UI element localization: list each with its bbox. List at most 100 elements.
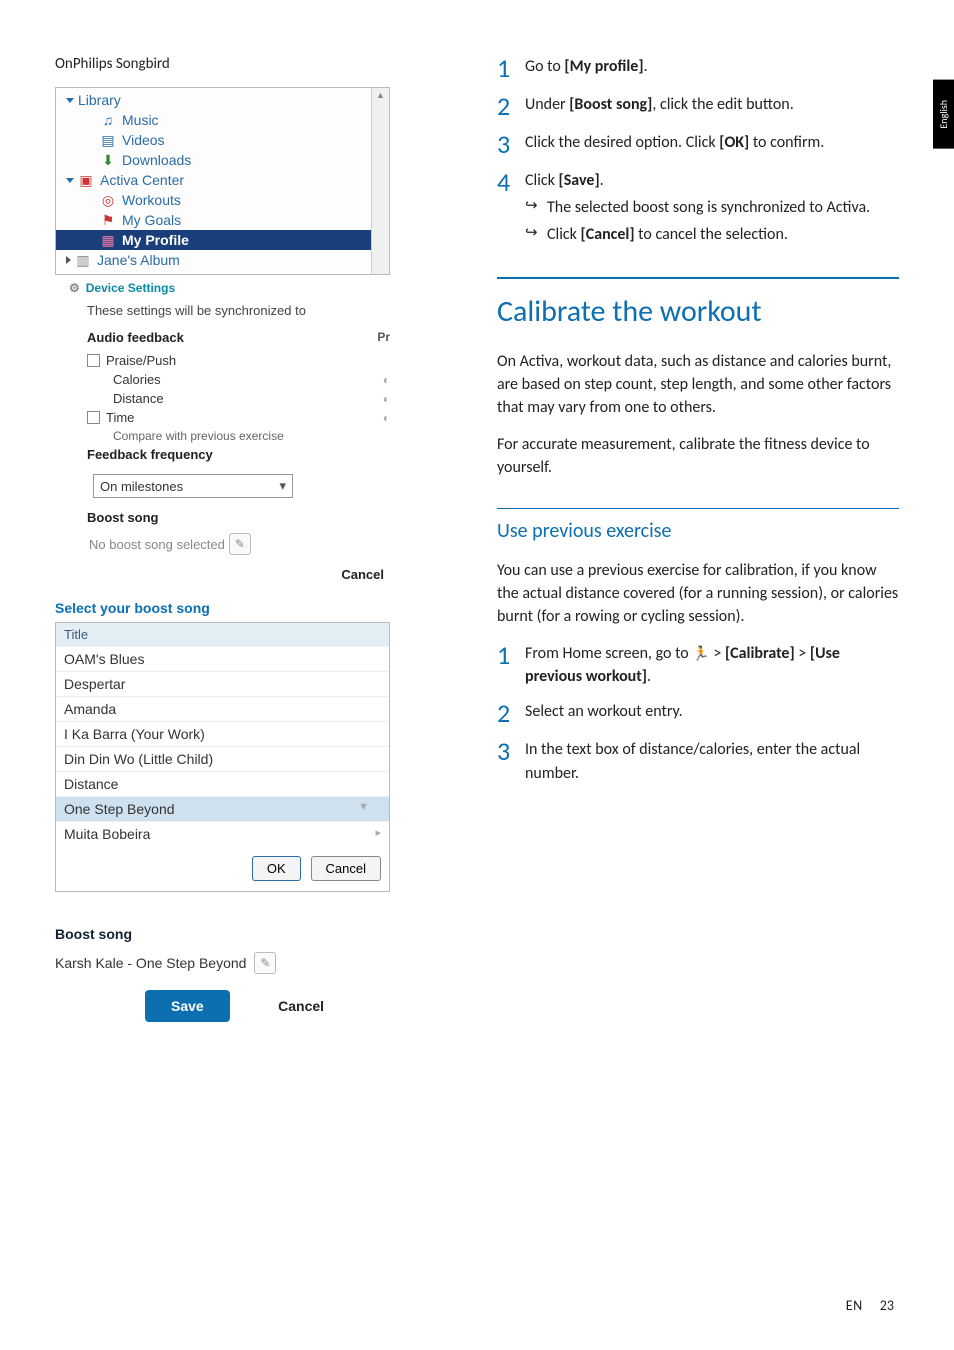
- cal-step-1: 1 From Home screen, go to 🏃 > [Calibrate…: [497, 642, 899, 688]
- songbird-sidebar-panel: ▲ Library ♫Music ▤Videos ⬇ Downloads ▣ Act…: [55, 87, 390, 275]
- device-settings-heading[interactable]: ⚙ Device Settings: [69, 281, 390, 295]
- step-3: 3 Click the desired option. Click [OK] t…: [497, 131, 899, 157]
- compare-row: Compare with previous exercise: [69, 427, 390, 445]
- paragraph: For accurate measurement, calibrate the …: [497, 433, 899, 479]
- step-number: 2: [497, 700, 525, 726]
- ok-button[interactable]: OK: [252, 856, 301, 881]
- flag-icon: ⚑: [100, 212, 116, 228]
- tree-mygoals[interactable]: ⚑ My Goals: [56, 210, 389, 230]
- result-arrow-icon: ↪: [525, 196, 547, 219]
- audio-feedback-label: Audio feedback: [87, 330, 184, 345]
- time-row[interactable]: Time ◐: [69, 408, 390, 427]
- praise-row[interactable]: Praise/Push: [69, 351, 390, 370]
- list-item[interactable]: One Step Beyond ▼: [56, 796, 389, 821]
- bold-ref: [Cancel]: [581, 225, 635, 244]
- list-item[interactable]: OAM's Blues: [56, 646, 389, 671]
- save-button[interactable]: Save: [145, 990, 230, 1022]
- scroll-down-icon[interactable]: ▼: [358, 801, 369, 813]
- tree-myprofile[interactable]: ▦My Profile: [56, 230, 389, 250]
- step-2: 2 Under [Boost song], click the edit but…: [497, 93, 899, 119]
- cal-step-2: 2 Select an workout entry.: [497, 700, 899, 726]
- row-label: Muita Bobeira: [64, 826, 150, 842]
- scrollbar[interactable]: ▲: [371, 88, 389, 274]
- radio-icon[interactable]: ◐: [383, 411, 390, 425]
- cancel-button[interactable]: Cancel: [260, 990, 342, 1022]
- resize-icon[interactable]: ▸: [375, 826, 381, 839]
- tree-activa[interactable]: ▣ Activa Center: [56, 170, 389, 190]
- select-boost-title: Select your boost song: [55, 600, 457, 616]
- chevron-right-icon: [66, 256, 71, 264]
- tree-downloads[interactable]: ⬇ Downloads: [56, 150, 389, 170]
- cal-step-3: 3 In the text box of distance/calories, …: [497, 738, 899, 784]
- boost-song-list: Title OAM's Blues Despertar Amanda I Ka …: [55, 622, 390, 892]
- calories-row[interactable]: Calories ◐: [69, 370, 390, 389]
- paragraph: You can use a previous exercise for cali…: [497, 559, 899, 629]
- edit-boost-button[interactable]: ✎: [229, 533, 251, 555]
- radio-icon[interactable]: ◐: [383, 392, 390, 406]
- list-item[interactable]: Amanda: [56, 696, 389, 721]
- step-4: 4 Click [Save]. ↪The selected boost song…: [497, 169, 899, 247]
- lang-code: EN: [846, 1297, 863, 1314]
- list-item[interactable]: I Ka Barra (Your Work): [56, 721, 389, 746]
- list-header: Title: [56, 623, 389, 646]
- language-tab: English: [933, 80, 954, 149]
- pr-label: Pr: [377, 330, 390, 345]
- tree-label: Activa Center: [100, 172, 184, 188]
- ds-description: These settings will be synchronized to: [69, 295, 390, 328]
- step-text: In the text box of distance/calories, en…: [525, 738, 899, 784]
- radio-icon[interactable]: ◐: [383, 373, 390, 387]
- boost-song-final: Boost song Karsh Kale - One Step Beyond ✎…: [55, 926, 457, 1022]
- h2-calibrate: Calibrate the workout: [497, 293, 899, 330]
- sub-text: to cancel the selection.: [635, 225, 788, 244]
- row-label: Calories: [113, 372, 161, 387]
- step-text: >: [795, 644, 810, 663]
- tree-janes[interactable]: ▥Jane's Album: [56, 250, 389, 270]
- selected-song: Karsh Kale - One Step Beyond: [55, 955, 246, 971]
- tree-workouts[interactable]: ◎Workouts: [56, 190, 389, 210]
- bold-ref: [My profile]: [564, 57, 643, 76]
- tree-label: Workouts: [122, 192, 181, 208]
- step-number: 1: [497, 642, 525, 668]
- device-settings-panel: ⚙ Device Settings These settings will be …: [55, 277, 390, 582]
- row-label: Time: [106, 410, 134, 425]
- step-number: 3: [497, 131, 525, 157]
- tree-library[interactable]: Library: [56, 90, 389, 110]
- step-text: Select an workout entry.: [525, 700, 899, 723]
- tree-label: Downloads: [122, 152, 191, 168]
- list-item[interactable]: Din Din Wo (Little Child): [56, 746, 389, 771]
- runner-icon: 🏃: [692, 645, 709, 662]
- h3-use-previous: Use previous exercise: [497, 519, 899, 543]
- result-arrow-icon: ↪: [525, 223, 547, 246]
- list-item[interactable]: Distance: [56, 771, 389, 796]
- checkbox[interactable]: [87, 354, 100, 367]
- boost-song-label: Boost song: [55, 926, 457, 942]
- ds-title: Device Settings: [86, 281, 175, 295]
- distance-row[interactable]: Distance◐: [69, 389, 390, 408]
- step-text: Click the desired option. Click: [525, 133, 719, 152]
- page-footer: EN 23: [846, 1297, 894, 1314]
- row-label: Praise/Push: [106, 353, 176, 368]
- step-number: 2: [497, 93, 525, 119]
- chevron-down-icon: [66, 178, 74, 183]
- cancel-text[interactable]: Cancel: [341, 567, 384, 582]
- tree-videos[interactable]: ▤Videos: [56, 130, 389, 150]
- tree-label: My Goals: [122, 212, 181, 228]
- bold-ref: [OK]: [719, 133, 749, 152]
- list-item[interactable]: Despertar: [56, 671, 389, 696]
- edit-boost-button[interactable]: ✎: [254, 952, 276, 974]
- list-item[interactable]: Muita Bobeira ▸: [56, 821, 389, 846]
- step-text: , click the edit button.: [652, 95, 793, 114]
- step-number: 3: [497, 738, 525, 764]
- row-label: One Step Beyond: [64, 801, 175, 817]
- cog-icon: ⚙: [69, 281, 80, 295]
- step-text: .: [644, 57, 648, 76]
- checkbox[interactable]: [87, 411, 100, 424]
- device-icon: ▣: [78, 172, 94, 188]
- tree-music[interactable]: ♫Music: [56, 110, 389, 130]
- download-icon: ⬇: [100, 152, 116, 168]
- music-icon: ♫: [100, 112, 116, 128]
- section-title: OnPhilips Songbird: [55, 55, 457, 73]
- scroll-up-icon[interactable]: ▲: [376, 90, 385, 100]
- cancel-button[interactable]: Cancel: [311, 856, 381, 881]
- feedback-frequency-select[interactable]: On milestones: [93, 474, 293, 498]
